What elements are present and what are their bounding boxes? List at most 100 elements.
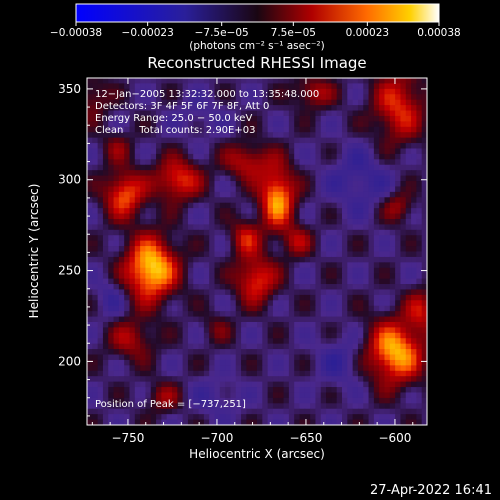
heatmap-cell [198, 175, 205, 182]
heatmap-cell [320, 289, 327, 296]
heatmap-cell [140, 327, 146, 334]
heatmap-cell [209, 316, 215, 323]
heatmap-cell [193, 202, 199, 209]
heatmap-cell [241, 175, 247, 182]
heatmap-cell [357, 343, 364, 350]
heatmap-cell [262, 370, 269, 377]
heatmap-cell [363, 343, 369, 350]
heatmap-cell [145, 170, 152, 176]
heatmap-cell [336, 376, 343, 383]
heatmap-cell [278, 240, 284, 247]
heatmap-cell [108, 289, 114, 296]
heatmap-cell [246, 387, 253, 393]
heatmap-cell [326, 365, 332, 372]
heatmap-cell [187, 229, 194, 236]
heatmap-cell [395, 414, 401, 420]
heatmap-cell [421, 110, 427, 117]
heatmap-cell [251, 392, 258, 399]
heatmap-cell [320, 235, 327, 242]
heatmap-cell [288, 105, 295, 111]
heatmap-cell [209, 115, 215, 122]
heatmap-cell [416, 208, 423, 214]
heatmap-cell [97, 403, 104, 410]
heatmap-cell [262, 338, 269, 345]
heatmap-cell [87, 251, 93, 258]
heatmap-cell [150, 251, 157, 258]
heatmap-cell [230, 105, 237, 111]
heatmap-cell [320, 164, 327, 171]
heatmap-cell [421, 316, 427, 323]
heatmap-cell [225, 300, 231, 307]
heatmap-cell [262, 132, 269, 139]
heatmap-cell [219, 387, 226, 393]
heatmap-cell [278, 387, 284, 393]
heatmap-cell [102, 218, 109, 225]
heatmap-cell [150, 246, 157, 252]
heatmap-cell [395, 316, 401, 323]
heatmap-cell [235, 251, 242, 258]
heatmap-cell [310, 224, 316, 231]
heatmap-cell [182, 115, 189, 122]
heatmap-cell [118, 197, 125, 204]
heatmap-cell [235, 240, 242, 247]
heatmap-cell [214, 414, 221, 420]
heatmap-cell [310, 321, 316, 328]
heatmap-cell [246, 419, 253, 425]
heatmap-cell [193, 88, 199, 95]
heatmap-cell [145, 132, 152, 139]
heatmap-cell [304, 419, 311, 425]
heatmap-cell [357, 381, 364, 388]
heatmap-cell [347, 94, 354, 101]
heatmap-cell [161, 338, 168, 345]
heatmap-cell [405, 408, 412, 415]
heatmap-cell [161, 186, 168, 193]
heatmap-cell [102, 186, 109, 193]
heatmap-cell [288, 94, 295, 101]
heatmap-cell [113, 175, 120, 182]
heatmap-cell [161, 262, 168, 269]
heatmap-cell [331, 392, 338, 399]
heatmap-cell [288, 273, 295, 280]
heatmap-cell [400, 370, 407, 377]
heatmap-cell [373, 343, 380, 350]
heatmap-cell [331, 99, 338, 106]
heatmap-cell [368, 365, 375, 372]
heatmap-cell [129, 105, 136, 111]
heatmap-cell [389, 321, 396, 328]
heatmap-cell [363, 197, 369, 204]
heatmap-cell [177, 110, 184, 117]
heatmap-cell [145, 300, 152, 307]
heatmap-cell [283, 213, 290, 220]
heatmap-cell [187, 170, 194, 176]
heatmap-cell [352, 267, 359, 274]
heatmap-cell [257, 143, 263, 149]
heatmap-cell [134, 170, 141, 176]
heatmap-cell [283, 218, 290, 225]
heatmap-cell [225, 349, 231, 355]
heatmap-cell [134, 370, 141, 377]
heatmap-cell [283, 300, 290, 307]
heatmap-cell [304, 311, 311, 317]
heatmap-cell [342, 343, 348, 350]
heatmap-cell [411, 175, 417, 182]
heatmap-cell [347, 181, 354, 187]
heatmap-cell [219, 284, 226, 290]
heatmap-cell [294, 191, 300, 198]
heatmap-cell [150, 359, 157, 366]
heatmap-cell [124, 251, 130, 258]
heatmap-cell [288, 311, 295, 317]
heatmap-cell [145, 376, 152, 383]
heatmap-cell [140, 300, 146, 307]
heatmap-cell [272, 414, 279, 420]
heatmap-cell [118, 316, 125, 323]
heatmap-cell [288, 159, 295, 166]
heatmap-cell [421, 246, 427, 252]
heatmap-cell [257, 273, 263, 280]
heatmap-cell [411, 305, 417, 312]
heatmap-cell [219, 267, 226, 274]
heatmap-cell [102, 235, 109, 242]
heatmap-cell [315, 132, 322, 139]
heatmap-cell [124, 321, 130, 328]
heatmap-cell [203, 170, 210, 176]
